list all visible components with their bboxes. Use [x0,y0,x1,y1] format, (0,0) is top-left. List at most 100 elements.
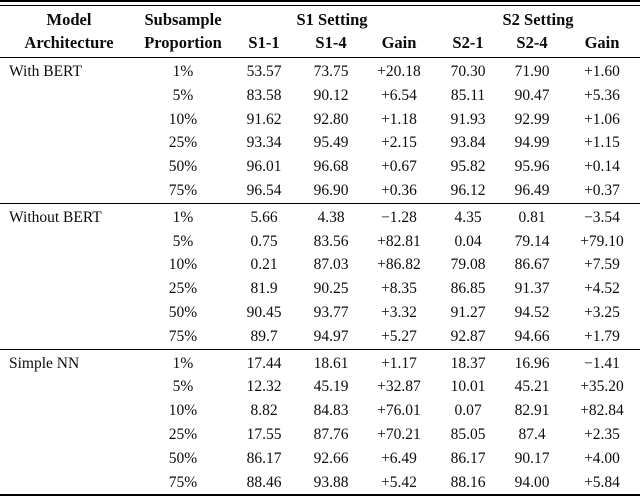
table-row: 50% 96.01 96.68 +0.67 95.82 95.96 +0.14 [0,155,640,179]
s2-4-cell: 79.14 [514,232,550,250]
gain-s1-cell: +0.36 [381,181,417,199]
header-model-line1: Model [46,10,92,29]
gain-s1-cell: +82.81 [377,232,421,250]
s1-1-cell: 12.32 [246,378,282,396]
s1-1-cell: 0.75 [250,232,278,250]
gain-s2-cell: +0.37 [584,181,620,199]
gain-s1-cell: +2.15 [381,134,417,152]
s1-1-cell: 96.54 [246,181,282,199]
s1-4-cell: 93.88 [313,473,349,491]
s1-1-cell: 5.66 [228,202,300,230]
architecture-cell [0,447,138,471]
s1-4-cell: 96.90 [313,181,349,199]
s2-4-cell: 95.96 [514,158,550,176]
architecture-cell [0,423,138,447]
architecture-cell: Simple NN [0,348,138,376]
gain-s2-cell: +1.60 [584,63,620,80]
table-row: 10% 91.62 92.80 +1.18 91.93 92.99 +1.06 [0,108,640,132]
gain-s1-cell: −1.28 [362,202,436,230]
s2-4-cell: 0.81 [500,202,564,230]
table-row: 50% 90.45 93.77 +3.32 91.27 94.52 +3.25 [0,301,640,325]
s1-4-cell: 83.56 [313,232,349,250]
proportion-cell: 50% [168,303,198,321]
gain-s1-cell: +6.49 [381,449,417,467]
s2-1-cell: 85.11 [450,86,486,104]
table-row: 10% 0.21 87.03 +86.82 79.08 86.67 +7.59 [0,253,640,277]
s2-4-cell: 94.52 [514,303,550,321]
proportion-cell: 10% [168,110,198,128]
s2-4-cell: 82.91 [514,402,550,420]
proportion-cell: 25% [168,280,198,298]
gain-s1-cell: +0.67 [381,158,417,176]
proportion-cell: 50% [168,449,198,467]
gain-s1-cell: +8.35 [381,280,417,298]
s2-1-cell: 86.85 [450,280,486,298]
gain-s2-cell: +3.25 [584,303,620,321]
gain-s1-cell: +3.32 [381,303,417,321]
architecture-cell [0,277,138,301]
table-row: 5% 83.58 90.12 +6.54 85.11 90.47 +5.36 [0,84,640,108]
s2-1-cell: 0.07 [454,402,482,420]
s2-1-cell: 91.27 [450,303,486,321]
s2-1-cell: 86.17 [450,449,486,467]
gain-s2-cell: +4.00 [584,449,620,467]
s1-1-cell: 17.44 [228,348,300,376]
table-row: 5% 0.75 83.56 +82.81 0.04 79.14 +79.10 [0,230,640,254]
header-col-s1-1: S1-1 [228,31,300,58]
header-row-1: Model Subsample S1 Setting S2 Setting [0,6,640,31]
proportion-cell: 10% [168,402,198,420]
table-row: With BERT 1% 53.57 73.75 +20.18 70.30 71.90 +1.… [0,58,640,84]
s2-4-cell: 16.96 [500,348,564,376]
architecture-cell [0,179,138,203]
architecture-cell [0,301,138,325]
s2-1-cell: 85.05 [450,425,486,443]
gain-s2-cell: +1.06 [584,110,620,128]
s2-1-cell: 91.93 [450,110,486,128]
s1-4-cell: 87.03 [313,256,349,274]
s2-1-cell: 93.84 [450,134,486,152]
proportion-cell: 25% [168,425,198,443]
s2-4-cell: 91.37 [514,280,550,298]
gain-s1-cell: +32.87 [377,378,421,396]
s2-4-cell: 94.00 [514,473,550,491]
s2-1-cell: 88.16 [450,473,486,491]
header-col-gain-s1: Gain [362,31,436,58]
s1-4-cell: 45.19 [313,378,349,396]
table-row: 25% 93.34 95.49 +2.15 93.84 94.99 +1.15 [0,131,640,155]
architecture-cell [0,471,138,495]
s2-1-cell: 92.87 [450,327,486,345]
gain-s2-cell: −1.41 [564,348,640,376]
s1-1-cell: 86.17 [246,449,282,467]
table-top-rule [0,0,640,6]
table-row: 75% 89.7 94.97 +5.27 92.87 94.66 +1.79 [0,325,640,349]
s2-4-cell: 90.47 [514,86,550,104]
gain-s1-cell: +70.21 [377,425,421,443]
gain-s2-cell: +5.36 [584,86,620,104]
s2-4-cell: 94.66 [514,327,550,345]
header-row-2: Architecture Proportion S1-1 S1-4 Gain S… [0,31,640,58]
s1-1-cell: 88.46 [246,473,282,491]
s1-1-cell: 89.7 [250,327,278,345]
s2-1-cell: 4.35 [436,202,500,230]
s1-1-cell: 81.9 [250,280,278,298]
gain-s2-cell: +0.14 [584,158,620,176]
s2-4-cell: 90.17 [514,449,550,467]
proportion-cell: 75% [168,473,198,491]
s2-4-cell: 92.99 [514,110,550,128]
gain-s1-cell: +1.17 [362,348,436,376]
table-row: 75% 96.54 96.90 +0.36 96.12 96.49 +0.37 [0,179,640,203]
s1-4-cell: 92.80 [313,110,349,128]
gain-s2-cell: +1.15 [584,134,620,152]
s2-4-cell: 45.21 [514,378,550,396]
gain-s1-cell: +5.27 [381,327,417,345]
gain-s2-cell: +1.79 [584,327,620,345]
s1-4-cell: 93.77 [313,303,349,321]
proportion-cell: 10% [168,256,198,274]
header-col-gain-s2: Gain [564,31,640,58]
table-row: 5% 12.32 45.19 +32.87 10.01 45.21 +35.20 [0,375,640,399]
architecture-cell [0,155,138,179]
header-model-line2: Architecture [0,31,138,58]
s1-4-cell: 95.49 [313,134,349,152]
table-row: 25% 17.55 87.76 +70.21 85.05 87.4 +2.35 [0,423,640,447]
